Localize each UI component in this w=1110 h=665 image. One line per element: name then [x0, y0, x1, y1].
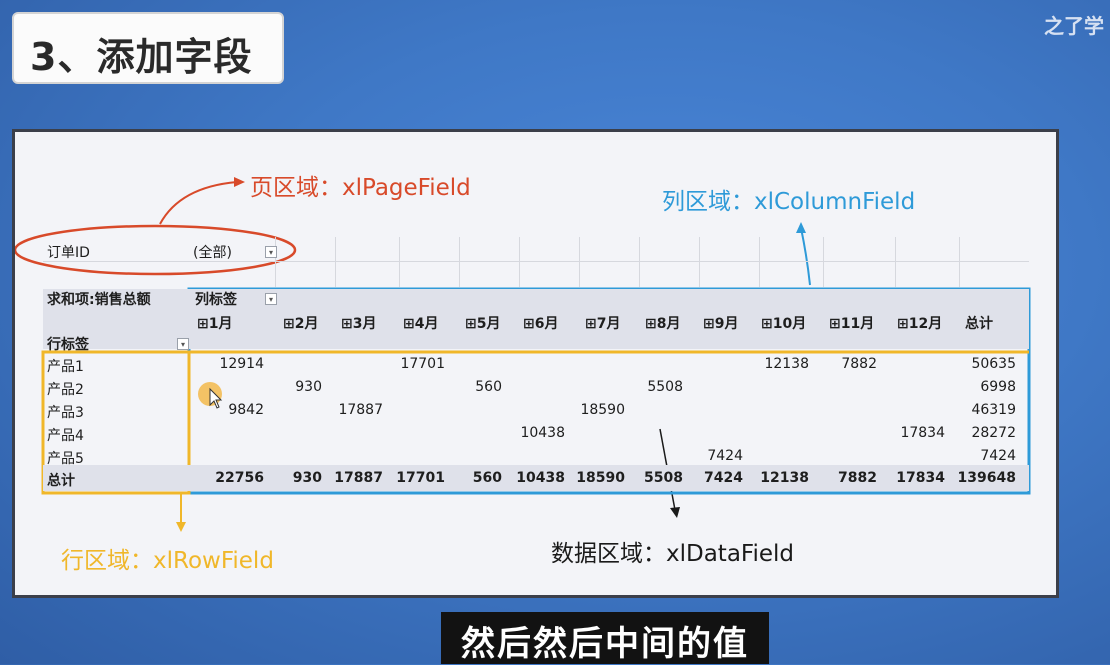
data-value-cell[interactable]: 17887 — [338, 402, 383, 418]
data-value-cell[interactable]: 18590 — [580, 402, 625, 418]
month-header[interactable]: ⊞9月 — [703, 316, 739, 332]
video-subtitle: 然后然后中间的值 — [461, 624, 749, 664]
page-field-label: 订单ID — [47, 245, 90, 261]
page-field-annotation: 页区域：xlPageField — [250, 175, 471, 201]
brand-watermark: 之了学 — [1044, 14, 1104, 38]
row-label-product: 产品2 — [47, 382, 84, 398]
total-value-cell[interactable]: 5508 — [644, 470, 683, 486]
data-value-cell[interactable]: 28272 — [971, 425, 1016, 441]
slide-title: 3、添加字段 — [30, 35, 253, 79]
data-value-cell[interactable]: 17701 — [400, 356, 445, 372]
total-value-cell[interactable]: 22756 — [215, 470, 264, 486]
month-header[interactable]: ⊞12月 — [897, 316, 943, 332]
total-value-cell[interactable]: 7882 — [838, 470, 877, 486]
data-value-cell[interactable]: 7882 — [841, 356, 877, 372]
column-labels-filter-button[interactable]: ▾ — [265, 293, 277, 305]
data-value-cell[interactable]: 5508 — [647, 379, 683, 395]
total-value-cell[interactable]: 17887 — [334, 470, 383, 486]
grand-total-header: 总计 — [965, 316, 993, 332]
month-header[interactable]: ⊞7月 — [585, 316, 621, 332]
row-label-product: 产品3 — [47, 405, 84, 421]
month-header[interactable]: ⊞5月 — [465, 316, 501, 332]
data-value-cell[interactable]: 7424 — [980, 448, 1016, 464]
total-value-cell[interactable]: 930 — [292, 470, 322, 486]
month-header[interactable]: ⊞11月 — [829, 316, 875, 332]
pivot-screenshot-panel: 页区域：xlPageField 列区域：xlColumnField 行区域：xl… — [12, 129, 1059, 598]
total-value-cell[interactable]: 17701 — [396, 470, 445, 486]
row-label-product: 产品1 — [47, 359, 84, 375]
video-subtitle-bar: 然后然后中间的值 — [441, 612, 769, 664]
data-value-cell[interactable]: 10438 — [520, 425, 565, 441]
month-header[interactable]: ⊞10月 — [761, 316, 807, 332]
total-value-cell[interactable]: 10438 — [516, 470, 565, 486]
values-label: 求和项:销售总额 — [47, 292, 151, 308]
total-value-cell[interactable]: 18590 — [576, 470, 625, 486]
data-value-cell[interactable]: 17834 — [900, 425, 945, 441]
grand-total-row-label: 总计 — [47, 473, 75, 489]
data-value-cell[interactable]: 46319 — [971, 402, 1016, 418]
slide-title-box: 3、添加字段 — [12, 12, 284, 84]
data-value-cell[interactable]: 560 — [475, 379, 502, 395]
data-value-cell[interactable]: 50635 — [971, 356, 1016, 372]
data-value-cell[interactable]: 12914 — [219, 356, 264, 372]
page-field-value: (全部) — [193, 245, 232, 261]
total-value-cell[interactable]: 7424 — [704, 470, 743, 486]
month-header[interactable]: ⊞1月 — [197, 316, 233, 332]
data-value-cell[interactable]: 12138 — [764, 356, 809, 372]
row-label-product: 产品4 — [47, 428, 84, 444]
data-value-cell[interactable]: 930 — [295, 379, 322, 395]
row-labels-filter-button[interactable]: ▾ — [177, 338, 189, 350]
total-value-cell[interactable]: 12138 — [760, 470, 809, 486]
data-field-annotation: 数据区域：xlDataField — [551, 541, 795, 567]
column-labels-header: 列标签 — [195, 292, 237, 308]
page-field-filter-button[interactable]: ▾ — [265, 246, 277, 258]
month-header[interactable]: ⊞4月 — [403, 316, 439, 332]
total-value-cell[interactable]: 139648 — [957, 470, 1016, 486]
data-value-cell[interactable]: 7424 — [707, 448, 743, 464]
total-value-cell[interactable]: 560 — [472, 470, 502, 486]
row-label-product: 产品5 — [47, 451, 84, 467]
row-field-annotation: 行区域：xlRowField — [61, 548, 274, 574]
data-value-cell[interactable]: 6998 — [980, 379, 1016, 395]
total-value-cell[interactable]: 17834 — [896, 470, 945, 486]
month-header[interactable]: ⊞6月 — [523, 316, 559, 332]
month-header[interactable]: ⊞3月 — [341, 316, 377, 332]
column-field-annotation: 列区域：xlColumnField — [662, 189, 916, 215]
month-header[interactable]: ⊞8月 — [645, 316, 681, 332]
pivot-table: 订单ID (全部) ▾ 求和项:销售总额 列标签 ▾ ⊞1月 ⊞2月 ⊞3月 ⊞… — [15, 132, 1056, 595]
row-labels-header: 行标签 — [47, 337, 89, 353]
month-header[interactable]: ⊞2月 — [283, 316, 319, 332]
data-value-cell[interactable]: 9842 — [228, 402, 264, 418]
